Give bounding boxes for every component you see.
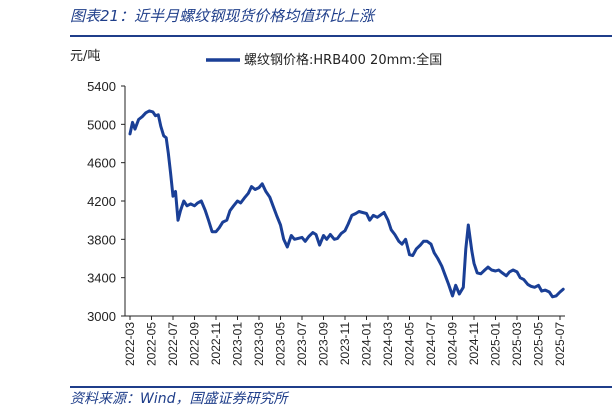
x-tick-label: 2024-03	[381, 322, 395, 366]
source-note: 资料来源：Wind，国盛证券研究所	[70, 391, 288, 407]
x-tick-label: 2024-05	[403, 322, 417, 366]
x-tick-label: 2022-03	[123, 322, 137, 366]
x-ticks: 2022-03 2022-05 2022-07 2022-09 2022-11 2023-…	[123, 316, 567, 366]
x-tick-label: 2023-11	[338, 322, 352, 365]
x-tick-label: 2023-09	[317, 322, 331, 366]
y-axis-unit: 元/吨	[70, 49, 101, 64]
line-chart: 螺纹钢价格:HRB400 20mm:全国 3000 3400 3800 4200 460…	[87, 52, 567, 366]
x-tick-label: 2022-11	[209, 322, 223, 365]
x-tick-label: 2025-07	[553, 322, 567, 366]
x-tick-label: 2022-07	[166, 322, 180, 366]
x-tick-label: 2023-07	[295, 322, 309, 366]
x-tick-label: 2022-05	[145, 322, 159, 366]
series-line-rebar-price	[128, 109, 565, 299]
x-tick-label: 2025-03	[510, 322, 524, 366]
title-rule	[70, 35, 612, 37]
x-tick-label: 2022-09	[188, 322, 202, 366]
x-tick-label: 2024-09	[446, 322, 460, 366]
x-tick-label: 2023-01	[231, 322, 245, 366]
y-tick-label: 3400	[87, 271, 116, 286]
x-tick-label: 2023-05	[274, 322, 288, 366]
footer-rule	[70, 386, 612, 388]
y-tick-label: 4600	[87, 156, 116, 171]
figure-title: 图表21：近半月螺纹钢现货价格均值环比上涨	[70, 7, 375, 25]
x-tick-label: 2025-05	[532, 322, 546, 366]
y-tick-label: 4200	[87, 194, 116, 209]
y-tick-label: 3800	[87, 232, 116, 247]
y-ticks: 3000 3400 3800 4200 4600 5000 5400	[87, 79, 125, 324]
y-tick-label: 3000	[87, 309, 116, 324]
x-tick-label: 2024-01	[360, 322, 374, 366]
y-tick-label: 5400	[87, 79, 116, 94]
x-tick-label: 2025-01	[489, 322, 503, 366]
x-tick-label: 2024-07	[424, 322, 438, 366]
legend-label: 螺纹钢价格:HRB400 20mm:全国	[244, 52, 442, 68]
legend: 螺纹钢价格:HRB400 20mm:全国	[206, 52, 442, 68]
x-tick-label: 2023-03	[252, 322, 266, 366]
y-tick-label: 5000	[87, 117, 116, 132]
x-tick-label: 2024-11	[467, 322, 481, 365]
